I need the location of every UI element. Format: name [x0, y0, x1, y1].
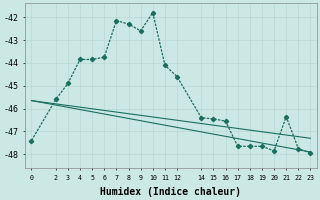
X-axis label: Humidex (Indice chaleur): Humidex (Indice chaleur) — [100, 186, 242, 197]
